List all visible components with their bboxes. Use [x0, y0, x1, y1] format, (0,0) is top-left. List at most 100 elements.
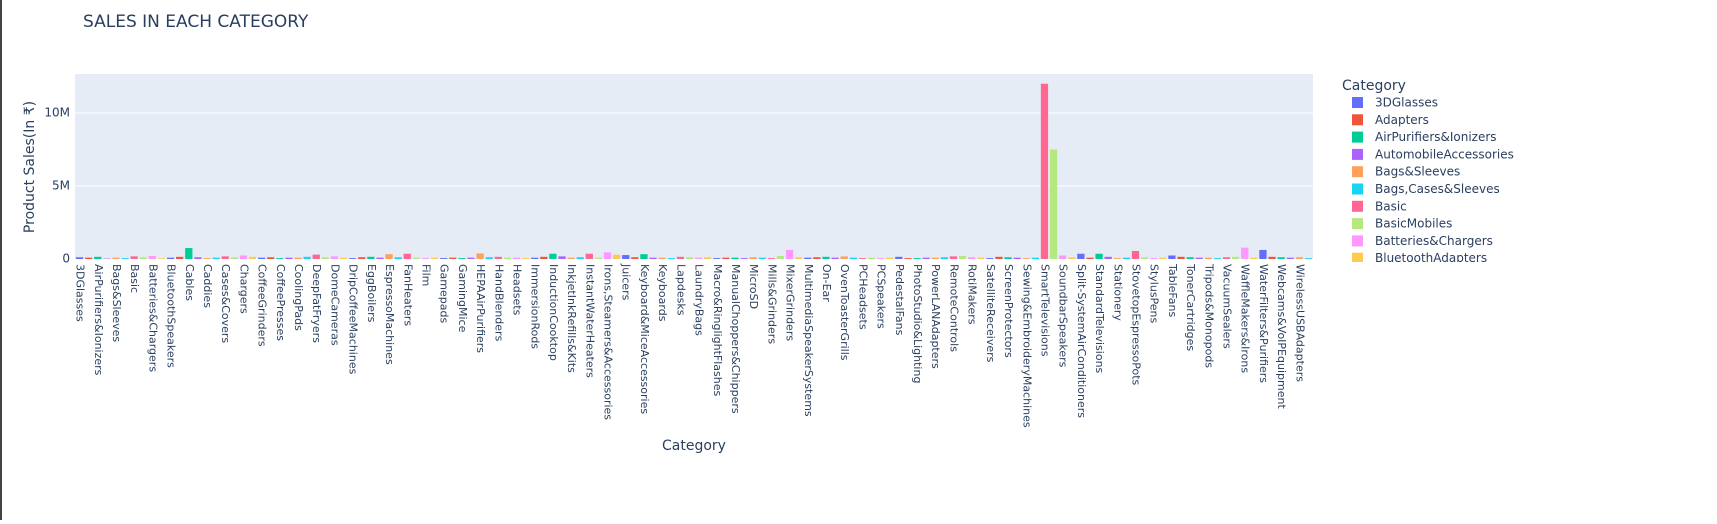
x-tick-label: Chargers [237, 264, 250, 314]
bar [404, 254, 411, 259]
bar [121, 258, 128, 259]
bar [249, 257, 256, 259]
bar [1223, 257, 1230, 259]
bar [385, 254, 392, 259]
legend-swatch [1352, 166, 1363, 177]
bar [449, 258, 456, 259]
x-tick-label: PCSpeakers [875, 264, 888, 329]
x-tick-label: SmartTelevisions [1038, 264, 1051, 357]
x-tick-label: VacuumSealers [1221, 264, 1234, 349]
bar [1086, 258, 1093, 259]
x-tick-label: MicroSD [747, 264, 760, 309]
bar [1132, 251, 1139, 259]
bar [886, 258, 893, 259]
bar [131, 256, 138, 259]
bar [913, 258, 920, 259]
bar [303, 257, 310, 259]
bar [722, 258, 729, 259]
bar [631, 257, 638, 259]
bar [1150, 258, 1157, 259]
bar [1232, 257, 1239, 259]
bar [431, 258, 438, 259]
bar [1123, 258, 1130, 259]
bar [1141, 257, 1148, 259]
bar [1214, 258, 1221, 259]
bar [922, 258, 929, 259]
bar [677, 257, 684, 259]
y-tick-label: 5M [52, 178, 70, 192]
bar [549, 254, 556, 259]
x-tick-label: Mills&Grinders [765, 264, 778, 344]
legend-label: AutomobileAccessories [1375, 147, 1514, 161]
x-tick-label: OvenToasterGrills [838, 264, 851, 361]
x-tick-label: Headsets [510, 264, 523, 316]
bar [240, 255, 247, 259]
bar [158, 258, 165, 259]
x-tick-label: CoffeePresses [274, 264, 287, 341]
x-tick-label: Tripods&Monopods [1202, 263, 1215, 368]
x-tick-label: MixerGrinders [784, 264, 797, 341]
x-tick-label: FanHeaters [401, 264, 414, 326]
legend-swatch [1352, 149, 1363, 160]
bar [331, 256, 338, 259]
x-tick-label: Bags&Sleeves [110, 264, 123, 342]
bar [822, 257, 829, 259]
bar [895, 257, 902, 259]
bar [140, 257, 147, 259]
bar [932, 258, 939, 259]
bar [1250, 258, 1257, 259]
bar [977, 258, 984, 259]
x-tick-label: WaterFilters&Purifiers [1257, 264, 1270, 383]
bar [1159, 258, 1166, 259]
bar [85, 258, 92, 259]
legend: 3DGlassesAdaptersAirPurifiers&IonizersAu… [1352, 96, 1514, 266]
bar [595, 258, 602, 259]
bar [1105, 257, 1112, 259]
x-axis-title: Category [662, 438, 726, 454]
bar [750, 257, 757, 259]
legend-label: AirPurifiers&Ionizers [1375, 130, 1497, 144]
x-tick-label: CoffeeGrinders [256, 264, 269, 347]
x-tick-label: CoolingPads [292, 264, 305, 331]
bar [1305, 258, 1312, 259]
x-tick-label: Macro&RinglightFlashes [711, 264, 724, 396]
bar [686, 257, 693, 259]
bar [868, 258, 875, 259]
x-tick-label: PowerLANAdapters [929, 264, 942, 369]
x-tick-label: Split-SystemAirConditioners [1075, 264, 1088, 418]
x-tick-label: Basic [128, 264, 141, 293]
bar [349, 258, 356, 259]
bar [540, 257, 547, 259]
bar [112, 258, 119, 259]
x-tick-label: On-Ear [820, 264, 833, 302]
bar [1268, 257, 1275, 259]
x-tick-label: Webcams&VoIPEquipment [1275, 264, 1288, 409]
bar [877, 258, 884, 259]
bar [604, 252, 611, 259]
bar [340, 258, 347, 259]
bar [1168, 255, 1175, 259]
bar [567, 258, 574, 259]
bar [194, 257, 201, 259]
x-tick-label: Gamepads [438, 264, 451, 323]
legend-label: BasicMobiles [1375, 217, 1452, 231]
x-tick-label: BluetoothSpeakers [165, 264, 178, 368]
x-tick-label: Cases&Covers [219, 264, 232, 343]
bar [322, 257, 329, 259]
bar [294, 258, 301, 259]
bar [777, 256, 784, 259]
x-tick-label: Juicers [620, 263, 633, 301]
bar [440, 258, 447, 259]
legend-swatch [1352, 235, 1363, 246]
bar [149, 256, 156, 259]
bar [1059, 255, 1066, 259]
legend-label: 3DGlasses [1375, 96, 1438, 110]
bar [276, 258, 283, 259]
x-tick-label: GamingMice [456, 264, 469, 333]
bar [759, 258, 766, 259]
bar [668, 258, 675, 259]
bar [495, 257, 502, 259]
bar [786, 250, 793, 259]
bar [1050, 149, 1057, 259]
